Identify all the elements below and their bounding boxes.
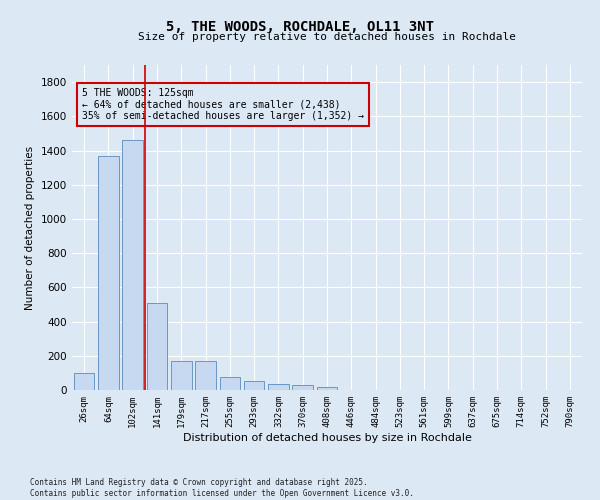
- Bar: [292, 385, 313, 390]
- Text: 5 THE WOODS: 125sqm
← 64% of detached houses are smaller (2,438)
35% of semi-det: 5 THE WOODS: 125sqm ← 64% of detached ho…: [82, 88, 364, 121]
- Y-axis label: Number of detached properties: Number of detached properties: [25, 146, 35, 310]
- Bar: [146, 303, 167, 390]
- X-axis label: Distribution of detached houses by size in Rochdale: Distribution of detached houses by size …: [182, 432, 472, 442]
- Bar: [268, 384, 289, 390]
- Title: Size of property relative to detached houses in Rochdale: Size of property relative to detached ho…: [138, 32, 516, 42]
- Bar: [74, 373, 94, 390]
- Text: 5, THE WOODS, ROCHDALE, OL11 3NT: 5, THE WOODS, ROCHDALE, OL11 3NT: [166, 20, 434, 34]
- Text: Contains HM Land Registry data © Crown copyright and database right 2025.
Contai: Contains HM Land Registry data © Crown c…: [30, 478, 414, 498]
- Bar: [244, 380, 265, 390]
- Bar: [122, 140, 143, 390]
- Bar: [195, 361, 216, 390]
- Bar: [98, 156, 119, 390]
- Bar: [171, 361, 191, 390]
- Bar: [220, 377, 240, 390]
- Bar: [317, 387, 337, 390]
